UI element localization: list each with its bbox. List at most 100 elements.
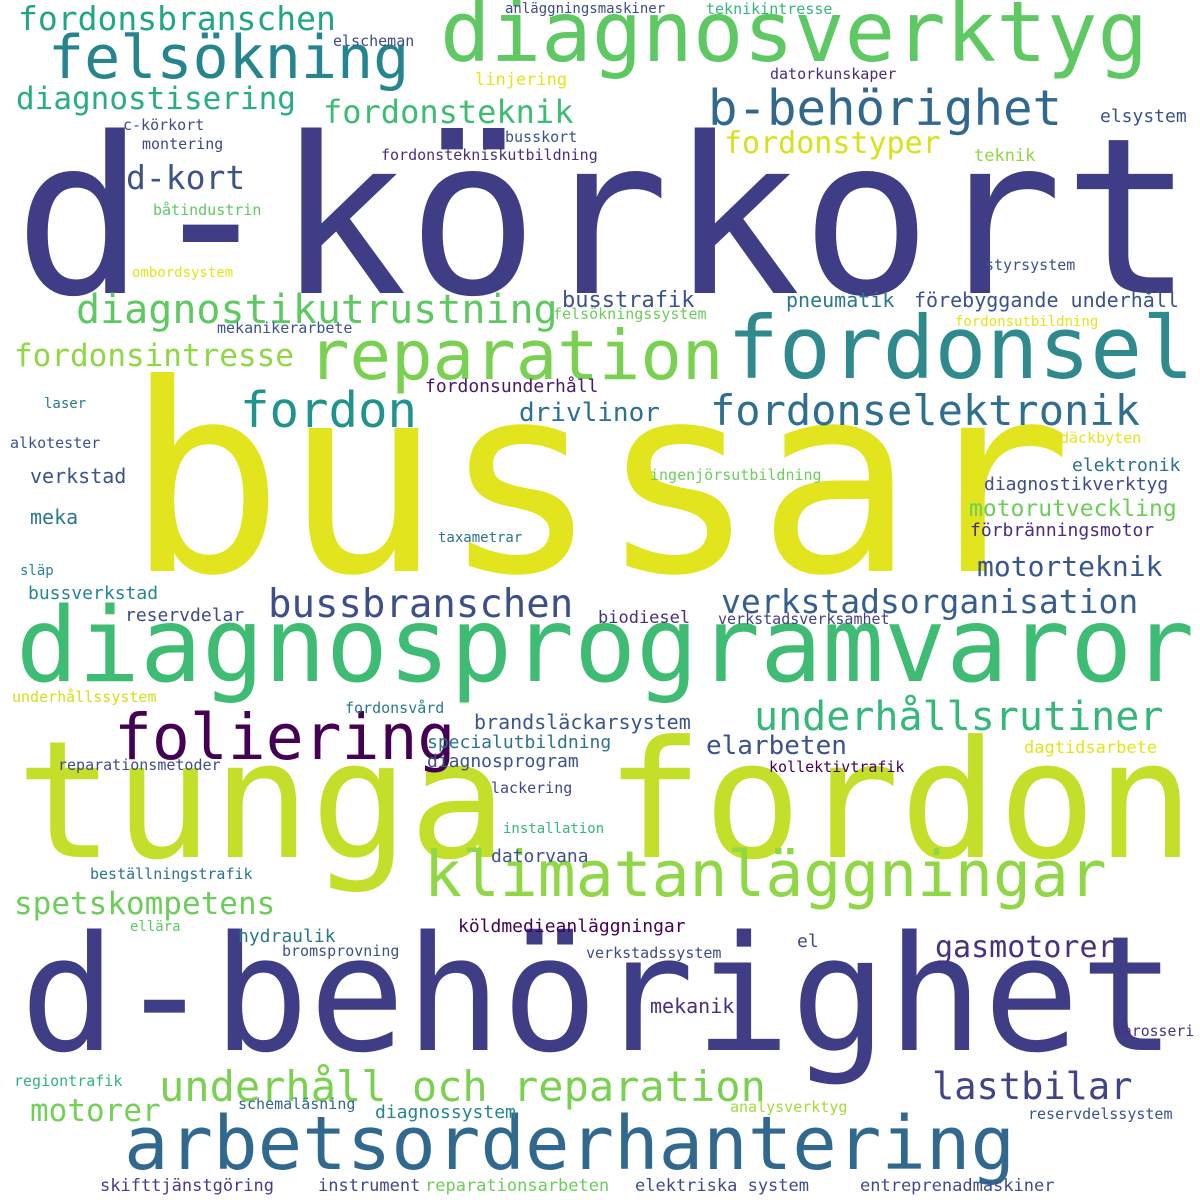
word: underhåll och reparation bbox=[159, 1062, 766, 1111]
word: montering bbox=[142, 135, 224, 153]
word: fordonstyper bbox=[724, 126, 941, 161]
word: biodiesel bbox=[598, 608, 691, 628]
word: installation bbox=[503, 821, 605, 837]
word: verkstadssystem bbox=[586, 944, 722, 962]
word: reservdelar bbox=[125, 605, 245, 626]
word: d-kort bbox=[126, 158, 246, 197]
word: fordonsunderhåll bbox=[425, 376, 599, 397]
word: ingenjörsutbildning bbox=[650, 466, 822, 484]
word: reparation bbox=[308, 316, 724, 396]
word: spetskompetens bbox=[14, 886, 276, 922]
word: el bbox=[797, 931, 819, 952]
word: teknikintresse bbox=[706, 0, 833, 18]
word: analysverktyg bbox=[730, 1098, 848, 1116]
word: gasmotorer bbox=[935, 930, 1116, 965]
word: folierin​g bbox=[114, 701, 456, 774]
word: anläggningsmaskiner bbox=[505, 1, 666, 17]
word: fordonsutbildning bbox=[955, 314, 1099, 330]
word: fordonsteknik bbox=[323, 93, 574, 131]
word: datorvana bbox=[491, 846, 589, 867]
word: styrsystem bbox=[985, 256, 1076, 274]
word: instrument bbox=[318, 1176, 421, 1196]
word: teknik bbox=[974, 146, 1036, 166]
word: släp bbox=[20, 563, 54, 579]
word: diagnostisering bbox=[16, 81, 296, 117]
word: bromsprovning bbox=[282, 942, 400, 960]
word: karosseri bbox=[1114, 1023, 1195, 1040]
word: bussar bbox=[126, 328, 1073, 633]
word: mekanik bbox=[650, 994, 735, 1018]
word: pneumatik bbox=[786, 288, 895, 312]
word: ombordsystem bbox=[132, 265, 234, 281]
word: fordonstekniskutbildning bbox=[381, 146, 598, 164]
word: elsystem bbox=[1100, 106, 1187, 127]
word: diagnostikverktyg bbox=[984, 474, 1169, 495]
word: lackering bbox=[491, 779, 573, 797]
word: fordonsvård bbox=[345, 699, 445, 717]
word: reservdelssystem bbox=[1028, 1105, 1173, 1123]
word: reparationsarbeten bbox=[425, 1176, 610, 1196]
word: diagnosverktyg bbox=[440, 0, 1149, 81]
word: d-körkort bbox=[14, 92, 1195, 345]
word: fordonsintresse bbox=[14, 338, 294, 374]
word: bussbranschen bbox=[268, 582, 574, 627]
word: mekanikerarbete bbox=[217, 319, 353, 337]
word: verkstadsorganisation bbox=[721, 582, 1139, 621]
word: beställningstrafik bbox=[90, 865, 253, 883]
word: däckbyten bbox=[1060, 429, 1142, 447]
word: d-behörighet bbox=[20, 901, 1176, 1088]
word: motorutveckling bbox=[969, 496, 1177, 522]
word: båtindustrin bbox=[153, 201, 262, 219]
word: laser bbox=[44, 396, 87, 412]
word: verkstadsverksamhet bbox=[718, 610, 890, 628]
word: taxametrar bbox=[438, 530, 523, 546]
word: busskort bbox=[505, 128, 578, 146]
word: datorkunskaper bbox=[770, 65, 897, 83]
word: linjering bbox=[475, 70, 568, 90]
word: hydraulik bbox=[238, 926, 336, 947]
word: felsökning bbox=[48, 23, 410, 93]
word: motorer bbox=[30, 1093, 161, 1129]
word: b-behörighet bbox=[708, 80, 1063, 137]
word: fordonsbranschen bbox=[18, 0, 336, 38]
word: fordonsel bbox=[727, 299, 1195, 399]
word: kollektivtrafik bbox=[769, 758, 905, 776]
word: underhållssystem bbox=[12, 688, 157, 706]
word: brandsläckarsystem bbox=[474, 710, 691, 734]
word: underhållsrutiner bbox=[754, 694, 1164, 740]
word: meka bbox=[30, 505, 79, 529]
word: alkotester bbox=[10, 434, 101, 452]
word: diagnostikutrustning bbox=[76, 287, 558, 333]
word: motorteknik bbox=[977, 550, 1163, 583]
word: c-körkort bbox=[123, 116, 205, 134]
word: verkstad bbox=[30, 464, 127, 488]
word: ellära bbox=[130, 919, 181, 935]
word: förbränningsmotor bbox=[970, 520, 1155, 541]
word: arbetsorderhantering bbox=[124, 1101, 1016, 1187]
word: fordonselektronik bbox=[710, 386, 1140, 435]
word: klimatanläggningar bbox=[424, 838, 1107, 911]
word: diagnosprogram bbox=[427, 751, 579, 772]
word: bussverkstad bbox=[28, 583, 159, 604]
word: drivlinor bbox=[519, 398, 660, 428]
word: entreprenadmaskiner bbox=[860, 1176, 1055, 1196]
word: regiontrafik bbox=[14, 1072, 123, 1090]
word: dagtidsarbete bbox=[1024, 738, 1158, 758]
word: reparationsmetoder bbox=[58, 756, 221, 774]
word: fordon bbox=[240, 382, 418, 439]
word: tunga fordon bbox=[16, 707, 1195, 896]
word: elektriska system bbox=[635, 1176, 809, 1196]
word: köldmedieanläggningar bbox=[458, 916, 686, 937]
word: elektronik bbox=[1072, 455, 1181, 476]
word: busstrafik bbox=[562, 288, 695, 313]
word: lastbilar bbox=[932, 1065, 1133, 1108]
word: specialutbildning bbox=[427, 732, 612, 753]
word: elscheman bbox=[333, 32, 415, 50]
word: förebyggande underhåll bbox=[914, 288, 1179, 312]
word: felsökningssystem bbox=[553, 305, 707, 323]
word: schemaläsning bbox=[238, 1095, 356, 1113]
word: elarbeten bbox=[706, 731, 847, 761]
word: skifttjänstgöring bbox=[100, 1176, 274, 1196]
word: diagnossystem bbox=[375, 1102, 516, 1123]
